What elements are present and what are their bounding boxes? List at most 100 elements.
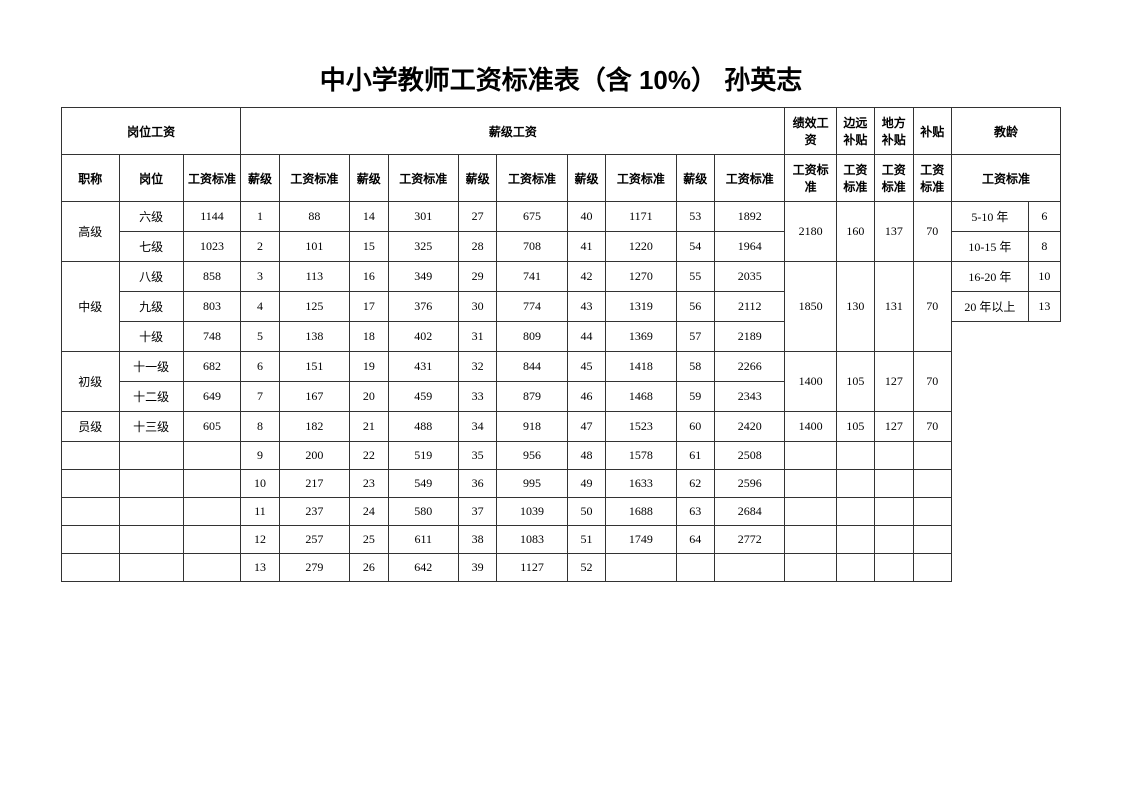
grade-cell: 879 xyxy=(497,382,567,412)
title-cell xyxy=(62,554,120,582)
grade-cell: 60 xyxy=(676,412,714,442)
header-subsidy-std: 工资标准 xyxy=(913,155,951,202)
perf-cell xyxy=(785,442,836,470)
post-cell xyxy=(119,498,183,526)
grade-cell: 63 xyxy=(676,498,714,526)
title-cell: 员级 xyxy=(62,412,120,442)
grade-cell: 9 xyxy=(241,442,279,470)
grade-cell: 675 xyxy=(497,202,567,232)
grade-cell: 14 xyxy=(350,202,388,232)
grade-cell: 17 xyxy=(350,292,388,322)
grade-cell: 31 xyxy=(458,322,496,352)
grade-cell: 1171 xyxy=(606,202,676,232)
grade-cell: 45 xyxy=(567,352,605,382)
post-cell xyxy=(119,470,183,498)
grade-cell: 217 xyxy=(279,470,349,498)
grade-cell: 7 xyxy=(241,382,279,412)
table-row: 高级六级114418814301276754011715318922180160… xyxy=(62,202,1061,232)
post-cell: 八级 xyxy=(119,262,183,292)
seniority-blank xyxy=(951,382,1060,412)
grade-cell: 36 xyxy=(458,470,496,498)
grade-cell: 40 xyxy=(567,202,605,232)
table-row: 132792664239112752 xyxy=(62,554,1061,582)
title-cell xyxy=(62,498,120,526)
grade-cell: 16 xyxy=(350,262,388,292)
grade-cell: 125 xyxy=(279,292,349,322)
header-seniority-std: 工资标准 xyxy=(951,155,1060,202)
post-std-cell: 803 xyxy=(183,292,241,322)
grade-cell: 32 xyxy=(458,352,496,382)
grade-cell: 1418 xyxy=(606,352,676,382)
grade-cell: 15 xyxy=(350,232,388,262)
header-perf: 绩效工资 xyxy=(785,108,836,155)
grade-cell: 1578 xyxy=(606,442,676,470)
grade-cell: 42 xyxy=(567,262,605,292)
local-cell xyxy=(875,498,913,526)
header-post-salary: 岗位工资 xyxy=(62,108,241,155)
grade-cell: 1633 xyxy=(606,470,676,498)
local-cell xyxy=(875,470,913,498)
grade-cell: 402 xyxy=(388,322,458,352)
header-grade-col: 薪级 xyxy=(241,155,279,202)
grade-cell: 21 xyxy=(350,412,388,442)
grade-cell: 774 xyxy=(497,292,567,322)
grade-cell: 29 xyxy=(458,262,496,292)
grade-cell: 459 xyxy=(388,382,458,412)
table-row: 员级十三级60581822148834918471523602420140010… xyxy=(62,412,1061,442)
grade-cell: 349 xyxy=(388,262,458,292)
grade-cell: 1749 xyxy=(606,526,676,554)
header-local-std: 工资标准 xyxy=(875,155,913,202)
grade-cell: 642 xyxy=(388,554,458,582)
post-std-cell: 1023 xyxy=(183,232,241,262)
grade-cell: 1688 xyxy=(606,498,676,526)
grade-cell: 2420 xyxy=(715,412,785,442)
grade-cell: 51 xyxy=(567,526,605,554)
seniority-blank xyxy=(951,322,1060,352)
grade-cell: 43 xyxy=(567,292,605,322)
grade-cell: 58 xyxy=(676,352,714,382)
grade-cell: 809 xyxy=(497,322,567,352)
grade-cell: 1270 xyxy=(606,262,676,292)
post-std-cell xyxy=(183,554,241,582)
grade-cell: 2508 xyxy=(715,442,785,470)
remote-cell: 130 xyxy=(836,262,874,352)
grade-cell: 46 xyxy=(567,382,605,412)
title-cell: 中级 xyxy=(62,262,120,352)
grade-cell: 580 xyxy=(388,498,458,526)
subsidy-cell xyxy=(913,498,951,526)
grade-cell: 1083 xyxy=(497,526,567,554)
header-local: 地方补贴 xyxy=(875,108,913,155)
remote-cell: 105 xyxy=(836,412,874,442)
table-row: 初级十一级68261511943132844451418582266140010… xyxy=(62,352,1061,382)
header-grade-std-col: 工资标准 xyxy=(715,155,785,202)
post-std-cell: 682 xyxy=(183,352,241,382)
grade-cell: 741 xyxy=(497,262,567,292)
grade-cell: 431 xyxy=(388,352,458,382)
post-cell xyxy=(119,554,183,582)
header-grade-col: 薪级 xyxy=(350,155,388,202)
grade-cell xyxy=(606,554,676,582)
grade-cell: 2266 xyxy=(715,352,785,382)
seniority-label: 5-10 年 xyxy=(951,202,1028,232)
grade-cell: 37 xyxy=(458,498,496,526)
subsidy-cell: 70 xyxy=(913,352,951,412)
header-subsidy: 补贴 xyxy=(913,108,951,155)
grade-cell: 200 xyxy=(279,442,349,470)
header-grade-std-col: 工资标准 xyxy=(279,155,349,202)
post-std-cell: 605 xyxy=(183,412,241,442)
header-remote: 边远补贴 xyxy=(836,108,874,155)
header-perf-std: 工资标准 xyxy=(785,155,836,202)
grade-cell: 167 xyxy=(279,382,349,412)
grade-cell: 2035 xyxy=(715,262,785,292)
grade-cell: 1319 xyxy=(606,292,676,322)
subsidy-cell: 70 xyxy=(913,202,951,262)
grade-cell: 56 xyxy=(676,292,714,322)
post-std-cell: 1144 xyxy=(183,202,241,232)
header-remote-std: 工资标准 xyxy=(836,155,874,202)
grade-cell: 8 xyxy=(241,412,279,442)
table-row: 1123724580371039501688632684 xyxy=(62,498,1061,526)
perf-cell xyxy=(785,498,836,526)
remote-cell: 160 xyxy=(836,202,874,262)
grade-cell: 47 xyxy=(567,412,605,442)
grade-cell: 35 xyxy=(458,442,496,470)
